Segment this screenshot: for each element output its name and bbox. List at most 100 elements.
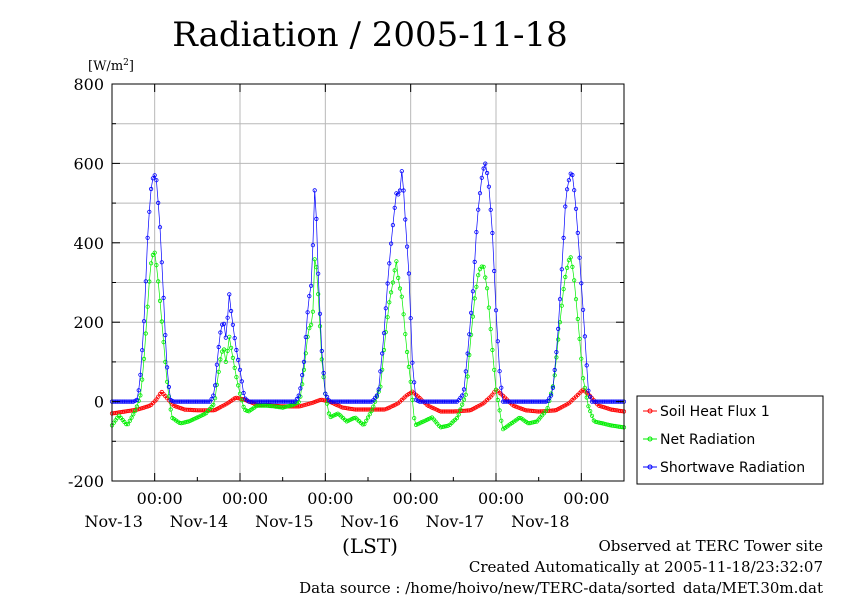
data-point	[291, 399, 296, 404]
y-tick-label: 600	[73, 154, 104, 173]
data-point	[145, 304, 150, 309]
data-point	[543, 409, 548, 414]
data-point	[369, 408, 374, 413]
data-point	[141, 356, 147, 361]
data-point	[564, 187, 570, 192]
legend: Soil Heat Flux 1 Net Radiation Shortwave R…	[636, 395, 824, 485]
data-point	[586, 388, 591, 393]
legend-swatch-marker	[647, 464, 653, 470]
data-point	[305, 310, 310, 315]
data-point	[579, 356, 584, 361]
data-point	[134, 397, 139, 402]
data-point	[307, 326, 312, 331]
data-point	[399, 169, 404, 174]
data-point	[575, 316, 580, 322]
y-unit-superscript: 2	[123, 58, 129, 68]
data-point	[308, 283, 314, 288]
data-point	[161, 339, 166, 345]
data-point	[575, 230, 580, 235]
data-point	[159, 319, 164, 324]
data-point	[465, 374, 470, 379]
data-point	[602, 421, 607, 426]
chart-title: Radiation / 2005-11-18	[172, 15, 568, 55]
data-point	[577, 336, 582, 341]
data-point	[166, 384, 171, 390]
data-point	[582, 385, 588, 390]
data-point	[234, 347, 239, 353]
data-point	[474, 284, 479, 289]
data-point	[324, 394, 330, 400]
data-point	[476, 207, 481, 212]
data-point	[396, 192, 401, 197]
data-point	[396, 275, 401, 280]
data-point	[230, 355, 235, 360]
data-point	[168, 407, 173, 412]
data-point	[173, 404, 179, 409]
data-point	[399, 294, 404, 299]
data-point	[492, 367, 497, 372]
footer-created: Created Automatically at 2005-11-18/23:3…	[469, 558, 823, 576]
data-point	[390, 223, 395, 228]
data-point	[136, 388, 141, 393]
data-point	[584, 363, 589, 368]
data-point	[543, 399, 548, 404]
data-point	[154, 262, 159, 268]
data-point	[394, 259, 399, 264]
data-point	[314, 399, 319, 404]
data-point	[490, 230, 495, 236]
data-point	[239, 398, 244, 403]
data-point	[499, 418, 504, 423]
data-point	[134, 404, 139, 409]
data-point	[143, 279, 148, 284]
data-point	[465, 351, 470, 356]
data-point	[596, 403, 602, 408]
data-point	[468, 310, 474, 315]
x-tick-date-label: Nov-17	[426, 512, 484, 531]
data-point	[580, 307, 586, 312]
data-point	[296, 393, 301, 398]
data-point	[324, 401, 330, 406]
data-point	[483, 161, 488, 166]
data-point	[579, 281, 584, 286]
data-point	[285, 404, 291, 409]
data-point	[166, 394, 171, 399]
data-point	[298, 404, 303, 409]
data-point	[364, 418, 369, 423]
data-point	[495, 397, 500, 403]
data-point	[214, 362, 219, 367]
data-point	[488, 326, 493, 332]
data-point	[216, 369, 221, 374]
data-point	[493, 308, 499, 313]
data-point	[563, 274, 568, 280]
data-point	[408, 316, 413, 321]
data-point	[410, 360, 415, 365]
data-point	[241, 404, 246, 409]
data-point	[490, 347, 495, 353]
data-point	[138, 406, 143, 411]
data-point	[461, 397, 467, 402]
data-point	[559, 303, 564, 308]
data-point	[605, 406, 611, 411]
data-point	[573, 297, 579, 302]
data-point	[317, 311, 323, 316]
data-point	[492, 268, 497, 274]
data-point	[488, 207, 493, 212]
data-point	[476, 273, 481, 278]
data-point	[312, 257, 317, 262]
data-point	[154, 178, 159, 183]
data-point	[316, 271, 321, 276]
data-point	[232, 335, 237, 341]
data-point	[515, 405, 520, 410]
data-point	[572, 278, 577, 283]
data-point	[556, 326, 561, 331]
data-point	[150, 176, 155, 181]
data-point	[234, 374, 239, 380]
data-point	[140, 348, 145, 353]
data-point	[467, 408, 472, 413]
data-point	[570, 264, 575, 269]
data-point	[561, 286, 566, 292]
data-point	[140, 405, 145, 411]
data-point	[568, 255, 573, 260]
data-point	[463, 369, 468, 374]
